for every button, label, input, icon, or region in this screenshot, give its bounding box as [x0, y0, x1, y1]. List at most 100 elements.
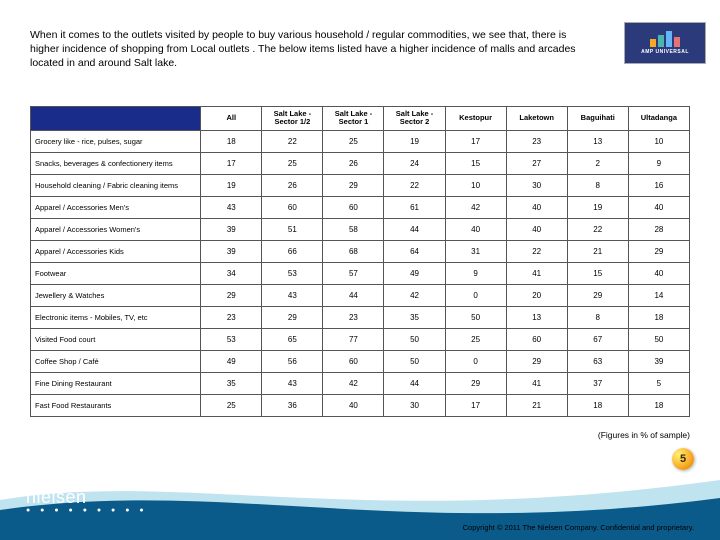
data-cell: 23 [201, 306, 262, 328]
row-label: Jewellery & Watches [31, 284, 201, 306]
data-cell: 2 [567, 152, 628, 174]
data-cell: 29 [628, 240, 689, 262]
data-cell: 41 [506, 262, 567, 284]
data-cell: 18 [567, 394, 628, 416]
data-cell: 26 [262, 174, 323, 196]
table-row: Apparel / Accessories Kids39666864312221… [31, 240, 690, 262]
data-cell: 40 [628, 262, 689, 284]
data-cell: 40 [506, 196, 567, 218]
table-row: Footwear345357499411540 [31, 262, 690, 284]
data-cell: 61 [384, 196, 445, 218]
data-cell: 37 [567, 372, 628, 394]
data-cell: 25 [445, 328, 506, 350]
data-cell: 27 [506, 152, 567, 174]
data-cell: 31 [445, 240, 506, 262]
data-cell: 22 [384, 174, 445, 196]
row-label: Apparel / Accessories Men's [31, 196, 201, 218]
data-cell: 35 [201, 372, 262, 394]
table-header-blank [31, 107, 201, 131]
column-header: Kestopur [445, 107, 506, 131]
table-row: Snacks, beverages & confectionery items1… [31, 152, 690, 174]
column-header: Salt Lake - Sector 1 [323, 107, 384, 131]
data-cell: 17 [201, 152, 262, 174]
table-row: Fast Food Restaurants2536403017211818 [31, 394, 690, 416]
data-cell: 10 [445, 174, 506, 196]
data-cell: 30 [506, 174, 567, 196]
client-logo: AMP UNIVERSAL [624, 22, 706, 64]
table-row: Apparel / Accessories Women's39515844404… [31, 218, 690, 240]
data-cell: 20 [506, 284, 567, 306]
data-cell: 66 [262, 240, 323, 262]
data-cell: 44 [384, 372, 445, 394]
data-cell: 44 [323, 284, 384, 306]
nielsen-logo: nielsen ● ● ● ● ● ● ● ● ● [26, 487, 148, 514]
data-cell: 25 [262, 152, 323, 174]
data-cell: 15 [567, 262, 628, 284]
data-cell: 35 [384, 306, 445, 328]
table-row: Visited Food court5365775025606750 [31, 328, 690, 350]
data-cell: 10 [628, 130, 689, 152]
data-cell: 16 [628, 174, 689, 196]
row-label: Fast Food Restaurants [31, 394, 201, 416]
column-header: Laketown [506, 107, 567, 131]
column-header: Baguihati [567, 107, 628, 131]
data-cell: 50 [384, 328, 445, 350]
data-cell: 58 [323, 218, 384, 240]
data-cell: 18 [628, 306, 689, 328]
logo-label: AMP UNIVERSAL [641, 49, 689, 55]
table-row: Grocery like - rice, pulses, sugar182225… [31, 130, 690, 152]
row-label: Visited Food court [31, 328, 201, 350]
data-cell: 50 [445, 306, 506, 328]
data-cell: 18 [201, 130, 262, 152]
data-cell: 42 [384, 284, 445, 306]
data-cell: 29 [201, 284, 262, 306]
brand-dots: ● ● ● ● ● ● ● ● ● [26, 507, 148, 514]
data-cell: 8 [567, 174, 628, 196]
data-cell: 25 [323, 130, 384, 152]
data-cell: 5 [628, 372, 689, 394]
data-cell: 40 [506, 218, 567, 240]
data-cell: 9 [445, 262, 506, 284]
page-number-badge: 5 [672, 448, 694, 470]
data-cell: 0 [445, 284, 506, 306]
data-cell: 25 [201, 394, 262, 416]
data-cell: 77 [323, 328, 384, 350]
data-cell: 21 [567, 240, 628, 262]
data-cell: 64 [384, 240, 445, 262]
data-cell: 56 [262, 350, 323, 372]
page-number: 5 [680, 453, 686, 465]
data-table: AllSalt Lake - Sector 1/2Salt Lake - Sec… [30, 106, 690, 417]
table-row: Household cleaning / Fabric cleaning ite… [31, 174, 690, 196]
data-cell: 50 [384, 350, 445, 372]
row-label: Apparel / Accessories Kids [31, 240, 201, 262]
data-cell: 49 [201, 350, 262, 372]
data-cell: 14 [628, 284, 689, 306]
data-cell: 40 [323, 394, 384, 416]
data-cell: 19 [567, 196, 628, 218]
row-label: Electronic items - Mobiles, TV, etc [31, 306, 201, 328]
data-cell: 44 [384, 218, 445, 240]
data-cell: 26 [323, 152, 384, 174]
data-cell: 42 [323, 372, 384, 394]
data-cell: 49 [384, 262, 445, 284]
row-label: Grocery like - rice, pulses, sugar [31, 130, 201, 152]
brand-text: nielsen [26, 487, 87, 507]
data-cell: 60 [323, 350, 384, 372]
data-cell: 60 [506, 328, 567, 350]
data-cell: 43 [201, 196, 262, 218]
intro-paragraph: When it comes to the outlets visited by … [30, 28, 580, 71]
data-cell: 53 [201, 328, 262, 350]
data-cell: 41 [506, 372, 567, 394]
data-cell: 39 [201, 240, 262, 262]
data-cell: 40 [445, 218, 506, 240]
data-cell: 42 [445, 196, 506, 218]
data-cell: 22 [567, 218, 628, 240]
copyright-text: Copyright © 2011 The Nielsen Company. Co… [463, 523, 694, 532]
data-cell: 17 [445, 130, 506, 152]
data-cell: 53 [262, 262, 323, 284]
data-cell: 29 [262, 306, 323, 328]
data-cell: 39 [201, 218, 262, 240]
data-cell: 60 [323, 196, 384, 218]
data-cell: 28 [628, 218, 689, 240]
column-header: Salt Lake - Sector 1/2 [262, 107, 323, 131]
